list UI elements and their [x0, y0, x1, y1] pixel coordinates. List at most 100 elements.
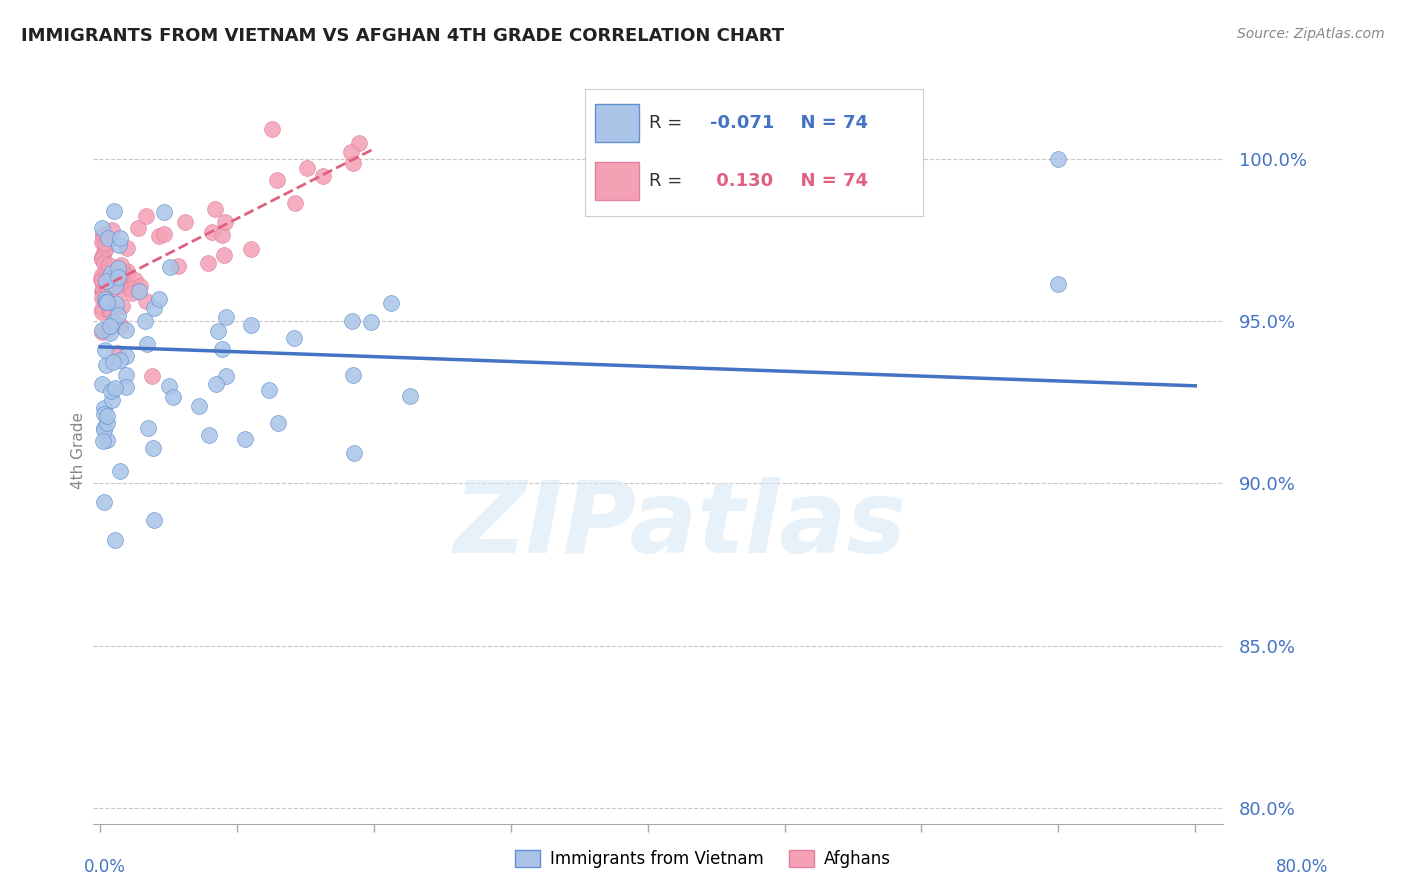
Point: [115, 368, 138, 382]
Point: [197, 255, 219, 269]
Point: [110, 258, 132, 272]
Point: [380, 296, 402, 310]
Point: [96, 433, 118, 447]
Point: [340, 314, 363, 328]
Point: [284, 196, 307, 211]
Point: [214, 369, 236, 384]
Point: [90, 291, 112, 305]
Text: IMMIGRANTS FROM VIETNAM VS AFGHAN 4TH GRADE CORRELATION CHART: IMMIGRANTS FROM VIETNAM VS AFGHAN 4TH GR…: [21, 27, 785, 45]
Point: [91, 305, 114, 319]
Point: [90, 273, 112, 287]
Text: Source: ZipAtlas.com: Source: ZipAtlas.com: [1237, 27, 1385, 41]
Point: [153, 227, 176, 242]
Point: [100, 392, 122, 407]
Point: [204, 202, 226, 216]
Point: [94, 277, 117, 292]
Point: [157, 378, 180, 392]
Point: [94, 292, 117, 306]
Point: [283, 331, 305, 345]
Point: [90, 325, 112, 339]
Point: [148, 229, 170, 244]
Point: [141, 368, 163, 383]
Point: [93, 495, 115, 509]
Point: [135, 294, 157, 309]
Point: [215, 310, 238, 324]
Point: [91, 235, 114, 249]
Point: [239, 242, 262, 256]
Point: [103, 281, 125, 295]
Point: [94, 265, 117, 279]
Point: [91, 227, 114, 242]
Text: 0.0%: 0.0%: [84, 858, 127, 876]
Point: [100, 303, 122, 318]
Point: [110, 319, 132, 334]
Point: [90, 252, 112, 266]
Point: [162, 390, 184, 404]
Point: [108, 238, 131, 252]
Point: [94, 295, 117, 310]
Point: [153, 205, 176, 219]
Point: [93, 407, 115, 421]
Point: [360, 315, 382, 329]
Point: [134, 314, 156, 328]
Point: [159, 260, 181, 274]
Point: [240, 318, 263, 332]
Point: [100, 318, 122, 333]
Point: [342, 155, 364, 169]
Point: [104, 381, 127, 395]
Point: [97, 276, 120, 290]
Point: [90, 220, 112, 235]
Point: [93, 245, 115, 260]
Point: [101, 315, 124, 329]
Point: [135, 209, 157, 223]
Point: [91, 323, 114, 337]
Point: [90, 272, 112, 286]
Point: [108, 464, 131, 478]
Point: [128, 285, 150, 299]
Point: [262, 122, 284, 136]
Legend: Immigrants from Vietnam, Afghans: Immigrants from Vietnam, Afghans: [509, 843, 897, 875]
Point: [107, 346, 129, 360]
Point: [96, 280, 118, 294]
Point: [340, 145, 363, 160]
Point: [114, 323, 136, 337]
Point: [100, 266, 122, 280]
Point: [90, 302, 112, 317]
Point: [197, 428, 219, 442]
Point: [205, 377, 228, 392]
Point: [136, 337, 159, 351]
Text: ZIPatlas: ZIPatlas: [454, 477, 907, 574]
Point: [98, 259, 121, 273]
Point: [347, 136, 370, 151]
Point: [98, 303, 121, 318]
Point: [214, 248, 236, 262]
Point: [115, 349, 138, 363]
Point: [107, 260, 129, 275]
Point: [96, 293, 118, 307]
Point: [91, 282, 114, 296]
Point: [120, 281, 142, 295]
Y-axis label: 4th Grade: 4th Grade: [72, 412, 86, 489]
Point: [91, 434, 114, 449]
Point: [97, 265, 120, 279]
Point: [104, 278, 127, 293]
Point: [207, 324, 229, 338]
Point: [90, 376, 112, 391]
Point: [91, 285, 114, 300]
Point: [93, 290, 115, 304]
Point: [295, 161, 318, 175]
Point: [211, 342, 233, 356]
Point: [267, 416, 290, 430]
Point: [96, 322, 118, 336]
Point: [121, 286, 143, 301]
Point: [142, 441, 165, 455]
Point: [111, 299, 134, 313]
Point: [96, 295, 118, 310]
Point: [266, 173, 288, 187]
Point: [97, 293, 120, 308]
Point: [97, 231, 120, 245]
Point: [142, 513, 165, 527]
Point: [94, 241, 117, 255]
Point: [129, 279, 152, 293]
Point: [91, 284, 114, 298]
